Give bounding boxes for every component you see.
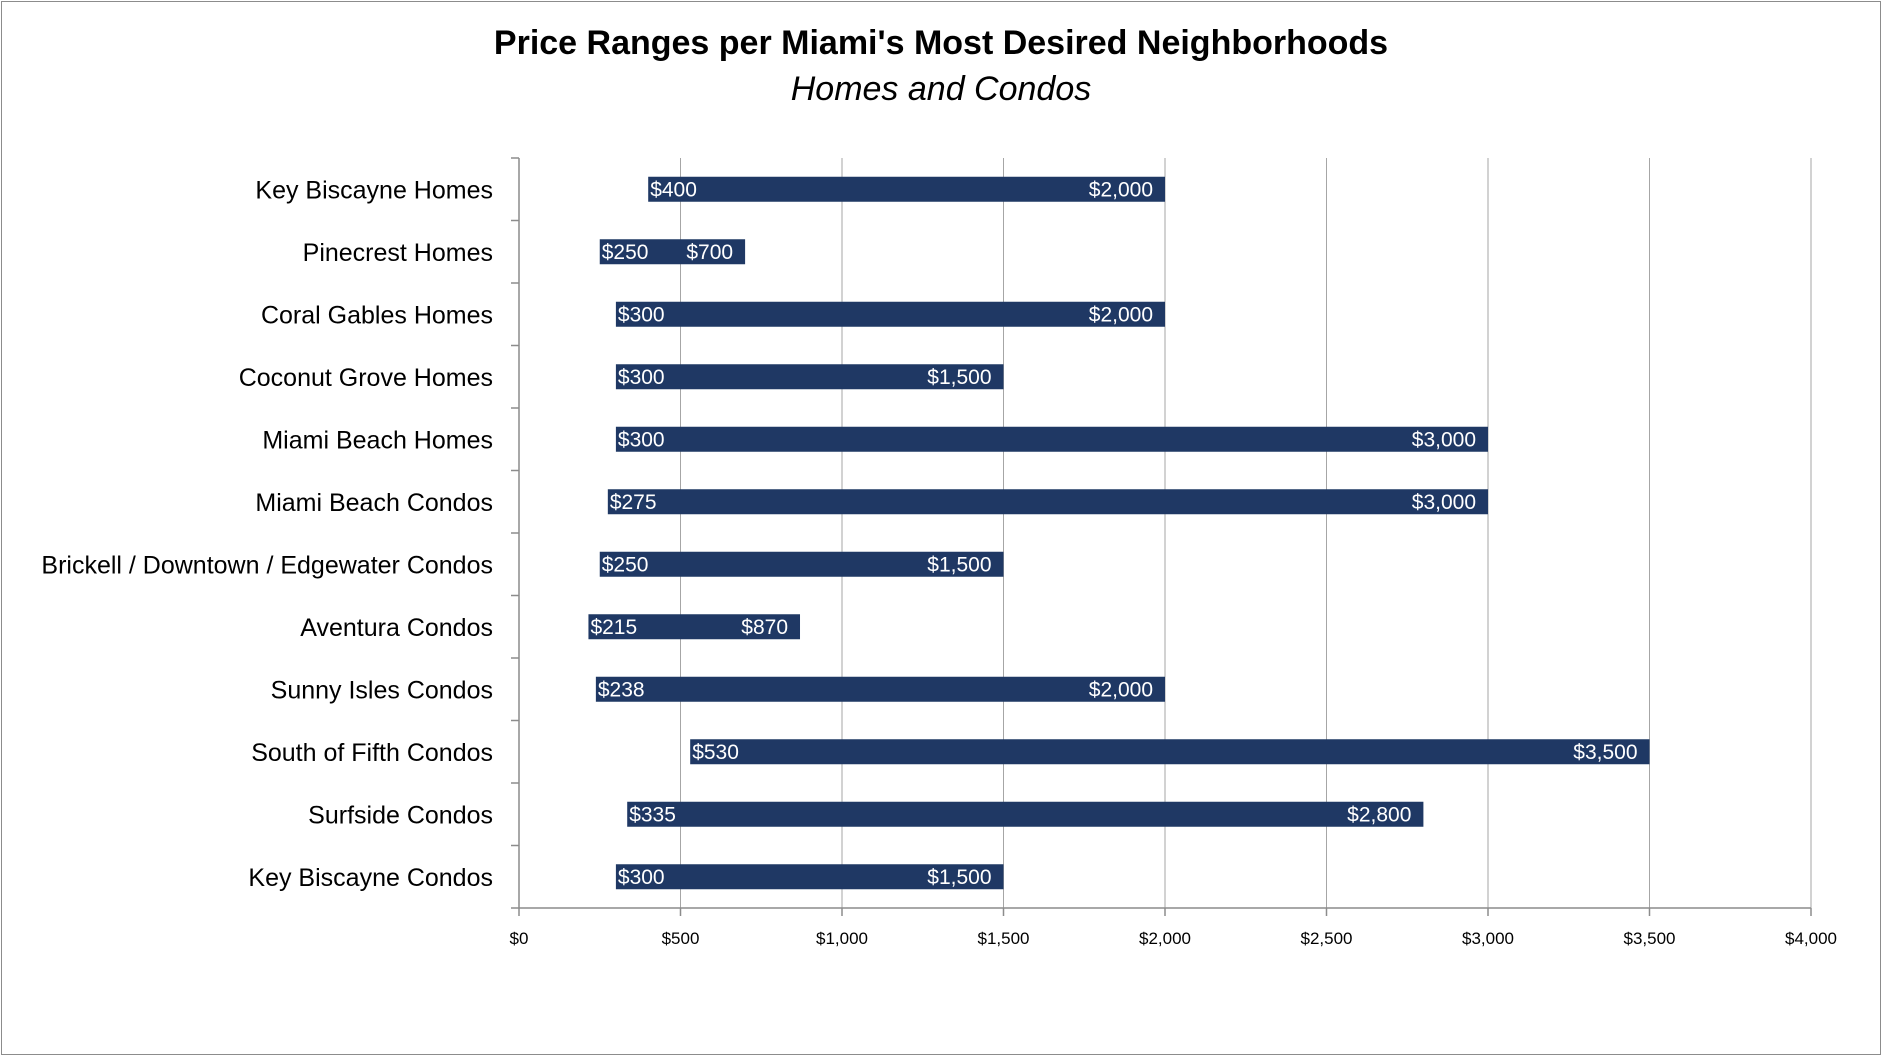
category-label: Sunny Isles Condos [271, 676, 493, 704]
chart-title: Price Ranges per Miami's Most Desired Ne… [493, 24, 1389, 62]
x-tick-label: $3,000 [1462, 929, 1514, 948]
bar-low-label: $300 [618, 366, 665, 389]
range-bar [615, 426, 1488, 452]
bar-high-label: $1,500 [927, 553, 991, 576]
bar-high-label: $2,000 [1089, 678, 1153, 701]
category-label: Coconut Grove Homes [239, 364, 493, 392]
bar-high-label: $870 [741, 616, 788, 639]
bar-low-label: $250 [602, 241, 649, 264]
category-label: South of Fifth Condos [251, 739, 493, 767]
x-tick-label: $2,000 [1139, 929, 1191, 948]
bar-high-label: $1,500 [927, 866, 991, 889]
range-bar [615, 864, 1004, 890]
range-bar [648, 176, 1165, 202]
bar-low-label: $400 [650, 178, 697, 201]
range-bar [615, 301, 1165, 327]
bar-high-label: $3,000 [1412, 428, 1476, 451]
x-tick-label: $1,500 [978, 929, 1030, 948]
category-label: Miami Beach Homes [262, 426, 493, 454]
bar-high-label: $2,000 [1089, 178, 1153, 201]
bar-low-label: $275 [610, 491, 657, 514]
category-label: Key Biscayne Homes [255, 176, 493, 204]
x-tick-label: $0 [510, 929, 529, 948]
category-label: Surfside Condos [308, 801, 493, 829]
chart-subtitle: Homes and Condos [790, 70, 1092, 108]
bar-low-label: $300 [618, 303, 665, 326]
x-tick-label: $2,500 [1301, 929, 1353, 948]
range-bar [615, 364, 1004, 390]
range-bar [690, 739, 1650, 765]
bar-low-label: $300 [618, 866, 665, 889]
bar-high-label: $2,800 [1347, 803, 1411, 826]
bar-low-label: $215 [590, 616, 637, 639]
bar-low-label: $238 [598, 678, 645, 701]
range-bar [599, 239, 746, 265]
x-tick-label: $4,000 [1785, 929, 1837, 948]
bar-low-label: $300 [618, 428, 665, 451]
bar-high-label: $2,000 [1089, 303, 1153, 326]
range-bar [599, 551, 1004, 577]
bar-high-label: $1,500 [927, 366, 991, 389]
bar-high-label: $700 [686, 241, 733, 264]
bar-high-label: $3,500 [1573, 741, 1637, 764]
range-bar [607, 489, 1488, 515]
bar-high-label: $3,000 [1412, 491, 1476, 514]
x-tick-label: $1,000 [816, 929, 868, 948]
range-bar [588, 614, 801, 640]
bar-low-label: $530 [692, 741, 739, 764]
category-label: Key Biscayne Condos [248, 864, 493, 892]
x-tick-label: $3,500 [1624, 929, 1676, 948]
category-label: Miami Beach Condos [255, 489, 493, 517]
category-label: Aventura Condos [300, 614, 493, 642]
bar-low-label: $250 [602, 553, 649, 576]
category-label: Coral Gables Homes [261, 301, 493, 329]
range-bar [595, 676, 1165, 702]
category-label: Brickell / Downtown / Edgewater Condos [41, 551, 493, 579]
bar-low-label: $335 [629, 803, 676, 826]
category-label: Pinecrest Homes [303, 239, 493, 267]
x-tick-label: $500 [662, 929, 700, 948]
range-bar [627, 801, 1424, 827]
